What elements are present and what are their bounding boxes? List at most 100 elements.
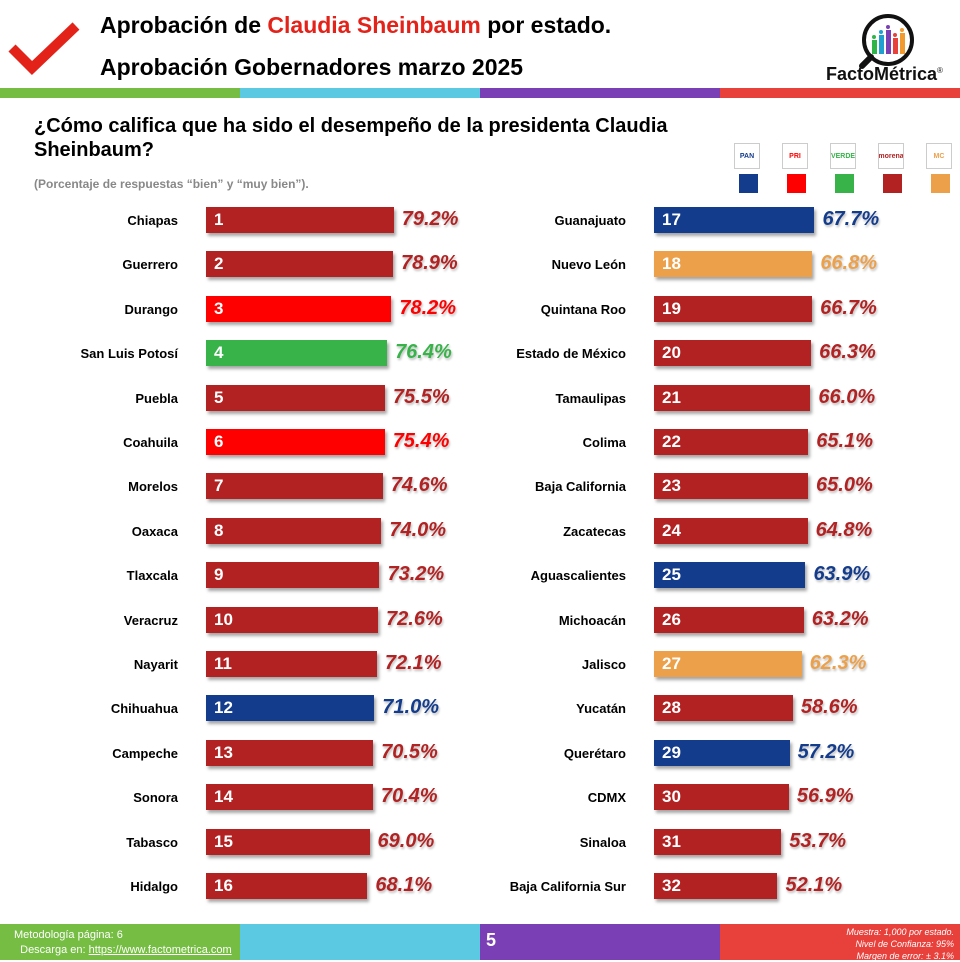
bar: 2: [206, 251, 393, 278]
pan-logo-icon: PAN: [734, 143, 760, 169]
state-label: Chihuahua: [110, 701, 178, 717]
bar: 5: [206, 384, 385, 411]
value-label: 78.2%: [399, 296, 457, 319]
bar: 19: [654, 295, 813, 322]
bar: 32: [654, 873, 778, 899]
rank-label: 30: [662, 787, 681, 807]
rank-label: 1: [214, 210, 224, 229]
verde-logo-icon: VERDE: [830, 143, 856, 169]
value-label: 75.4%: [392, 430, 450, 452]
bar: 15: [206, 828, 370, 855]
bar: 14: [206, 784, 373, 811]
bar: 12: [206, 695, 375, 722]
bar: 6: [206, 429, 385, 455]
bar: 4: [206, 340, 388, 367]
logo-wordmark: FactoMétrica®: [826, 64, 943, 84]
value-label: 56.9%: [796, 785, 854, 808]
methodology-note: Metodología página: 6: [14, 929, 123, 941]
value-label: 66.7%: [820, 296, 877, 319]
value-label: 64.8%: [815, 518, 873, 541]
rank-label: 5: [214, 387, 224, 407]
band-red: [720, 88, 960, 98]
value-label: 69.0%: [377, 829, 435, 852]
sample-note: Muestra: 1,000 por estado.: [846, 927, 954, 937]
page-number: 5: [486, 930, 497, 950]
bar: 27: [654, 651, 802, 677]
state-label: Nayarit: [133, 657, 178, 672]
state-label: Sonora: [133, 790, 178, 806]
rank-label: 27: [662, 654, 681, 673]
registered-mark: ®: [937, 66, 943, 75]
legend-mc: MC: [924, 143, 960, 195]
legend-swatch: [739, 174, 758, 193]
bar: 9: [206, 562, 380, 589]
rank-label: 21: [662, 387, 681, 407]
value-label: 66.8%: [820, 252, 878, 275]
rank-label: 31: [662, 831, 681, 851]
value-label: 57.2%: [797, 740, 855, 763]
bar: 29: [654, 739, 790, 766]
chart-subtitle: (Porcentaje de respuestas “bien” y “muy …: [34, 177, 309, 191]
value-label: 66.3%: [819, 341, 876, 364]
mc-logo-icon: MC: [926, 143, 952, 169]
state-label: Jalisco: [581, 657, 626, 672]
bar: 13: [206, 739, 374, 766]
state-label: San Luis Potosí: [80, 346, 178, 362]
state-label: Oaxaca: [131, 523, 178, 539]
value-label: 62.3%: [809, 652, 867, 674]
value-label: 79.2%: [401, 208, 459, 230]
value-label: 53.7%: [789, 829, 846, 852]
bar: 21: [654, 384, 811, 411]
rank-label: 13: [214, 742, 233, 762]
bar: 17: [654, 207, 815, 233]
state-label: Morelos: [128, 479, 178, 495]
value-label: 70.4%: [380, 785, 438, 808]
rank-label: 24: [662, 520, 681, 540]
legend-morena: morena: [876, 143, 922, 195]
state-label: Coahuila: [123, 435, 178, 450]
bar: 28: [654, 695, 793, 722]
title-highlight-name: Claudia Sheinbaum: [267, 12, 481, 38]
legend-swatch: [931, 174, 950, 193]
value-label: 65.0%: [816, 474, 873, 497]
party-legend: PAN PRI VERDE morena MC: [732, 143, 957, 195]
rank-label: 14: [214, 787, 233, 807]
rank-label: 16: [214, 876, 233, 895]
rank-label: 32: [662, 876, 681, 895]
legend-swatch: [835, 174, 854, 193]
state-label: Yucatán: [576, 701, 626, 717]
value-label: 75.5%: [392, 385, 450, 408]
rank-label: 18: [662, 254, 681, 274]
download-link[interactable]: https://www.factometrica.com: [88, 944, 232, 956]
value-label: 74.6%: [390, 474, 448, 497]
chart-question: ¿Cómo califica que ha sido el desempeño …: [34, 115, 668, 161]
state-label: Quintana Roo: [540, 301, 626, 317]
rank-label: 2: [214, 254, 224, 274]
bar: 11: [206, 651, 377, 677]
page-title: Aprobación de Claudia Sheinbaum por esta…: [100, 12, 612, 38]
value-label: 52.1%: [785, 874, 843, 896]
state-label: Hidalgo: [130, 879, 178, 894]
value-label: 74.0%: [389, 518, 447, 541]
rank-label: 17: [662, 210, 681, 229]
bar: 24: [654, 517, 808, 544]
footer-blue: [240, 924, 480, 960]
confidence-note: Nivel de Confianza: 95%: [855, 939, 954, 949]
rank-label: 19: [662, 298, 681, 318]
footer-left: Metodología página: 6 Descarga en: https…: [14, 928, 232, 958]
rank-label: 6: [214, 432, 224, 451]
bar: 30: [654, 784, 789, 811]
rank-label: 22: [662, 432, 681, 451]
state-label: Baja California Sur: [509, 879, 626, 894]
legend-swatch: [883, 174, 902, 193]
bar: 31: [654, 828, 782, 855]
factometrica-logo-icon: [859, 14, 914, 69]
state-label: Sinaloa: [579, 834, 626, 850]
value-label: 70.5%: [381, 740, 438, 763]
band-purple: [480, 88, 720, 98]
color-band-top: [0, 88, 960, 98]
pri-logo-icon: PRI: [782, 143, 808, 169]
bar: 18: [654, 251, 813, 278]
bar: 16: [206, 873, 368, 899]
value-label: 71.0%: [382, 696, 439, 719]
